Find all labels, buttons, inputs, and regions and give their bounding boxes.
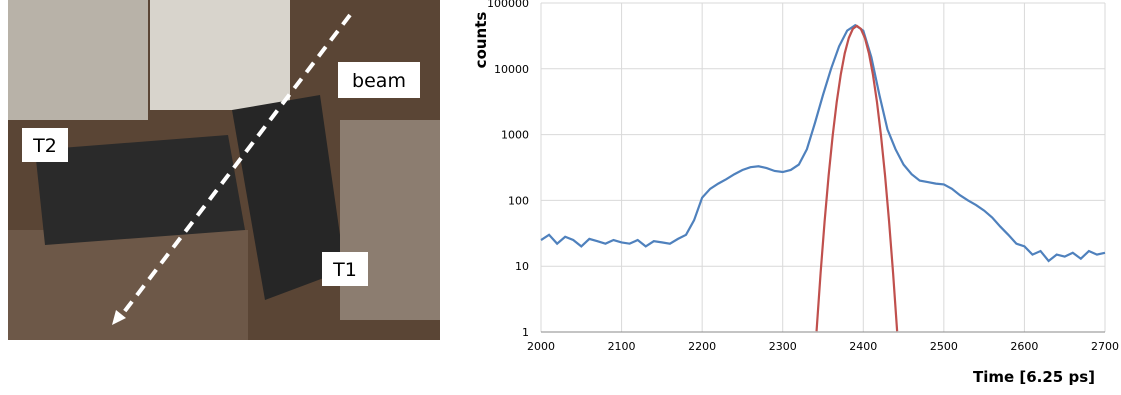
- x-tick-label: 2200: [688, 340, 716, 353]
- label-box: [22, 128, 68, 162]
- photo-t2-box: [35, 135, 245, 245]
- y-tick-label: 100000: [487, 0, 529, 10]
- photo-right: [340, 120, 440, 320]
- label-t1: T1: [332, 259, 357, 281]
- x-tick-label: 2500: [930, 340, 958, 353]
- photo-tube: [150, 0, 290, 110]
- x-tick-label: 2300: [769, 340, 797, 353]
- series-line: [540, 23, 1106, 263]
- photo-box: [8, 0, 148, 120]
- y-tick-label: 100: [508, 194, 529, 207]
- x-tick-label: 2000: [527, 340, 555, 353]
- label-beam: beam: [352, 70, 406, 92]
- photo-t1-box: [232, 95, 345, 300]
- beam-arrowhead: [112, 310, 126, 325]
- x-tick-label: 2100: [608, 340, 636, 353]
- x-tick-label: 2400: [849, 340, 877, 353]
- photo: T2 beam T1: [8, 0, 440, 340]
- y-tick-label: 10: [515, 260, 529, 273]
- x-tick-label: 2600: [1010, 340, 1038, 353]
- y-axis-label: counts: [472, 12, 490, 69]
- label-t2: T2: [32, 135, 57, 157]
- y-tick-label: 1: [522, 326, 529, 339]
- photo-floor: [8, 230, 248, 340]
- beam-arrow: [116, 13, 352, 322]
- label-box: [322, 252, 368, 286]
- y-tick-label: 1000: [501, 129, 529, 142]
- label-box: [338, 62, 420, 98]
- y-tick-label: 10000: [494, 63, 529, 76]
- series-line: [815, 24, 899, 332]
- x-tick-label: 2700: [1091, 340, 1119, 353]
- x-axis-label: Time [6.25 ps]: [973, 368, 1095, 386]
